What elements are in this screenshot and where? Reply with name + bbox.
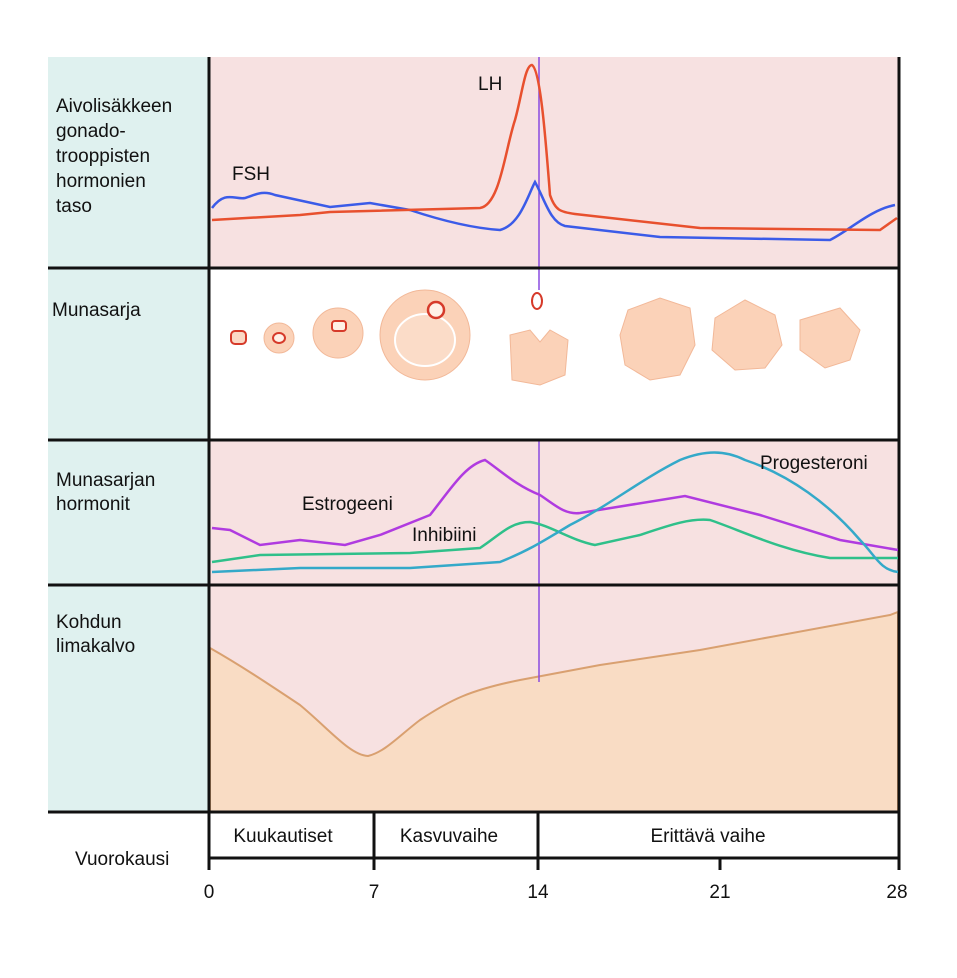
- row-label: hormonien: [56, 171, 146, 192]
- phase-label: Kasvuvaihe: [400, 826, 498, 847]
- curve-label: FSH: [232, 164, 270, 185]
- phase-label: Kuukautiset: [233, 826, 333, 847]
- lh-curve: [211, 63, 898, 232]
- row-label: limakalvo: [56, 636, 135, 657]
- grid-borders: [48, 57, 901, 870]
- fsh-curve: [210, 179, 896, 242]
- curve-label: Progesteroni: [760, 453, 868, 474]
- row-label: Aivolisäkkeen: [56, 96, 172, 117]
- progesterone-curve: [211, 451, 899, 574]
- row-label: gonado-: [56, 121, 126, 142]
- estrogen-curve: [211, 458, 899, 552]
- row-label: Kohdun: [56, 612, 122, 633]
- x-tick-label: 7: [369, 882, 380, 903]
- panel-bg: [210, 57, 900, 268]
- label-column: [48, 57, 208, 812]
- inhibin-curve: [211, 518, 898, 564]
- x-tick-label: 28: [886, 882, 907, 903]
- x-tick-label: 14: [527, 882, 549, 903]
- row-label: Munasarja: [52, 300, 141, 321]
- curve-label: Inhibiini: [412, 525, 476, 546]
- row-label: hormonit: [56, 494, 131, 515]
- axis-title: Vuorokausi: [75, 849, 169, 870]
- x-tick-label: 0: [204, 882, 215, 903]
- ovary-follicles: [230, 289, 861, 386]
- row-label: trooppisten: [56, 146, 150, 167]
- x-tick-label: 21: [709, 882, 730, 903]
- row-label: taso: [56, 196, 92, 217]
- curve-label: Estrogeeni: [302, 494, 393, 515]
- row-labels: Aivolisäkkeen gonado- trooppisten hormon…: [52, 96, 172, 657]
- panel-bg: [210, 440, 900, 585]
- row-label: Munasarjan: [56, 470, 155, 491]
- phase-label: Erittävä vaihe: [650, 826, 765, 847]
- endometrium: [209, 610, 899, 813]
- curve-label: LH: [478, 74, 502, 95]
